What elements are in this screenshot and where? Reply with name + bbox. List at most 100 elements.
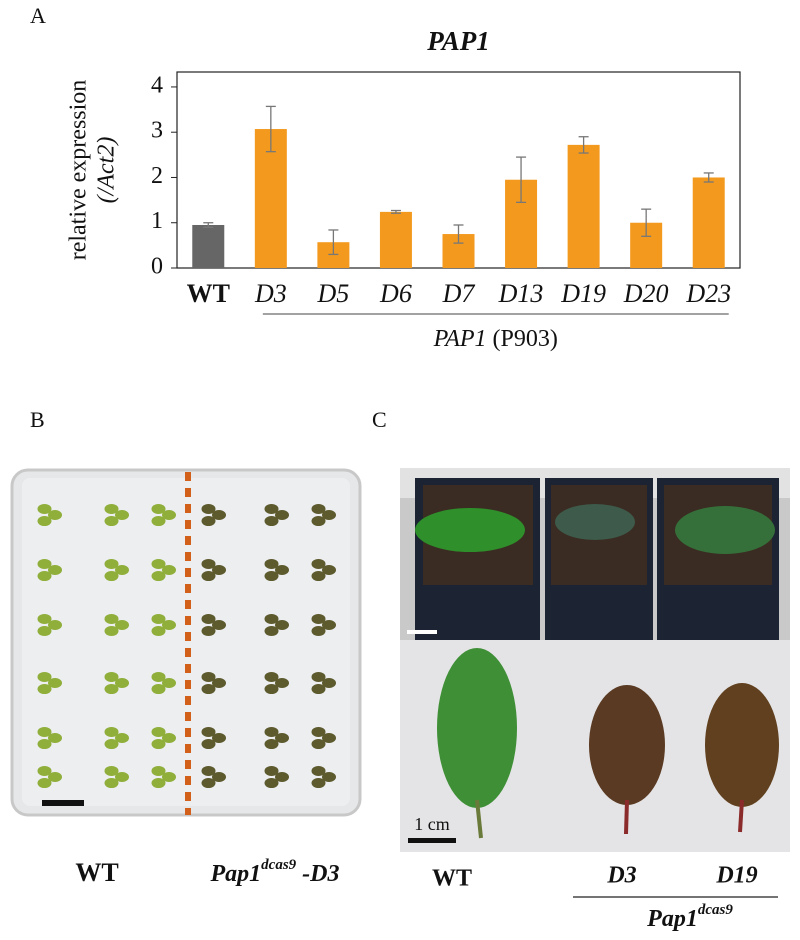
seedling-leaf bbox=[322, 772, 336, 782]
seedling-leaf bbox=[151, 765, 166, 776]
seedling-leaf bbox=[201, 671, 216, 682]
group-label: PAP1 (P903) bbox=[433, 326, 558, 352]
seedling-leaf bbox=[322, 620, 336, 630]
seedling-leaf bbox=[37, 671, 52, 682]
x-tick-label: D20 bbox=[623, 279, 669, 308]
seedling-leaf bbox=[115, 733, 129, 743]
seedling-leaf bbox=[115, 772, 129, 782]
seedling-leaf bbox=[275, 510, 289, 520]
seedling-leaf bbox=[104, 739, 119, 750]
caption: D19 bbox=[715, 863, 757, 889]
seedling-leaf bbox=[48, 772, 62, 782]
seedling-leaf bbox=[37, 516, 52, 527]
seedling-leaf bbox=[311, 571, 326, 582]
seedling-leaf bbox=[264, 503, 279, 514]
seedling-leaf bbox=[37, 684, 52, 695]
leaves-photo bbox=[400, 640, 790, 852]
seedling-leaf bbox=[201, 778, 216, 789]
seedling-leaf bbox=[201, 765, 216, 776]
seedling-leaf bbox=[162, 565, 176, 575]
seedling-leaf bbox=[264, 739, 279, 750]
seedling-leaf bbox=[264, 778, 279, 789]
seedling-leaf bbox=[311, 613, 326, 624]
seedling-leaf bbox=[37, 613, 52, 624]
seedling-leaf bbox=[264, 558, 279, 569]
seedling-leaf bbox=[322, 733, 336, 743]
seedling-leaf bbox=[48, 620, 62, 630]
seedling-leaf bbox=[201, 739, 216, 750]
seedling-leaf bbox=[37, 739, 52, 750]
seedling-leaf bbox=[104, 671, 119, 682]
seedling-leaf bbox=[311, 684, 326, 695]
seedling-leaf bbox=[201, 613, 216, 624]
seedling-leaf bbox=[37, 503, 52, 514]
seedling-leaf bbox=[212, 772, 226, 782]
panel-label: B bbox=[30, 407, 45, 432]
seedling-leaf bbox=[264, 626, 279, 637]
bar bbox=[567, 144, 600, 268]
seedling-leaf bbox=[322, 678, 336, 688]
seedling-leaf bbox=[311, 778, 326, 789]
seedling-leaf bbox=[115, 678, 129, 688]
seedling-leaf bbox=[201, 558, 216, 569]
caption: D3 bbox=[606, 863, 636, 889]
seedling-leaf bbox=[212, 733, 226, 743]
seedling-leaf bbox=[201, 571, 216, 582]
seedling-leaf bbox=[264, 765, 279, 776]
seedling-leaf bbox=[37, 726, 52, 737]
seedling-leaf bbox=[264, 671, 279, 682]
seedling-leaf bbox=[162, 772, 176, 782]
seedling-leaf bbox=[322, 565, 336, 575]
seedling-leaf bbox=[104, 626, 119, 637]
seedling-plate-photo bbox=[10, 468, 362, 817]
seedling-leaf bbox=[151, 571, 166, 582]
x-tick-label: WT bbox=[187, 279, 230, 308]
seedling-leaf bbox=[322, 510, 336, 520]
group-caption: Pap1dcas9 bbox=[646, 902, 733, 931]
y-tick-label: 3 bbox=[151, 118, 163, 144]
seedling-leaf bbox=[311, 516, 326, 527]
seedling-leaf bbox=[104, 778, 119, 789]
y-tick-label: 2 bbox=[151, 163, 163, 189]
x-tick-label: D5 bbox=[316, 279, 349, 308]
seedling-leaf bbox=[104, 765, 119, 776]
x-tick-label: D6 bbox=[379, 279, 412, 308]
seedling-leaf bbox=[37, 626, 52, 637]
seedling-leaf bbox=[212, 565, 226, 575]
scale-bar-label: 1 cm bbox=[414, 814, 450, 834]
seedling-leaf bbox=[104, 571, 119, 582]
bar bbox=[692, 177, 725, 268]
seedling-leaf bbox=[275, 772, 289, 782]
caption: WT bbox=[432, 866, 472, 892]
seedling-leaf bbox=[151, 726, 166, 737]
seedling-leaf bbox=[48, 678, 62, 688]
seedling-leaf bbox=[201, 726, 216, 737]
bar bbox=[192, 224, 225, 268]
seedling-leaf bbox=[115, 510, 129, 520]
seedling-leaf bbox=[115, 620, 129, 630]
seedling-leaf bbox=[104, 684, 119, 695]
y-tick-label: 1 bbox=[151, 208, 163, 234]
x-tick-label: D13 bbox=[498, 279, 544, 308]
seedling-leaf bbox=[201, 684, 216, 695]
seedling-leaf bbox=[37, 571, 52, 582]
caption: WT bbox=[75, 858, 118, 887]
seedling-leaf bbox=[311, 739, 326, 750]
seedling-leaf bbox=[104, 558, 119, 569]
panel-label: C bbox=[372, 407, 387, 432]
x-tick-label: D3 bbox=[254, 279, 287, 308]
seedling-leaf bbox=[151, 671, 166, 682]
bar bbox=[379, 211, 412, 268]
seedling-leaf bbox=[311, 503, 326, 514]
chart-title: PAP1 bbox=[426, 26, 490, 56]
seedling-leaf bbox=[264, 571, 279, 582]
seedling-leaf bbox=[104, 726, 119, 737]
seedling-leaf bbox=[115, 565, 129, 575]
seedling-leaf bbox=[151, 503, 166, 514]
seedling-leaf bbox=[151, 684, 166, 695]
seedling-leaf bbox=[264, 613, 279, 624]
seedling-leaf bbox=[201, 516, 216, 527]
seedling-leaf bbox=[264, 684, 279, 695]
plant-pots-photo bbox=[400, 468, 790, 640]
